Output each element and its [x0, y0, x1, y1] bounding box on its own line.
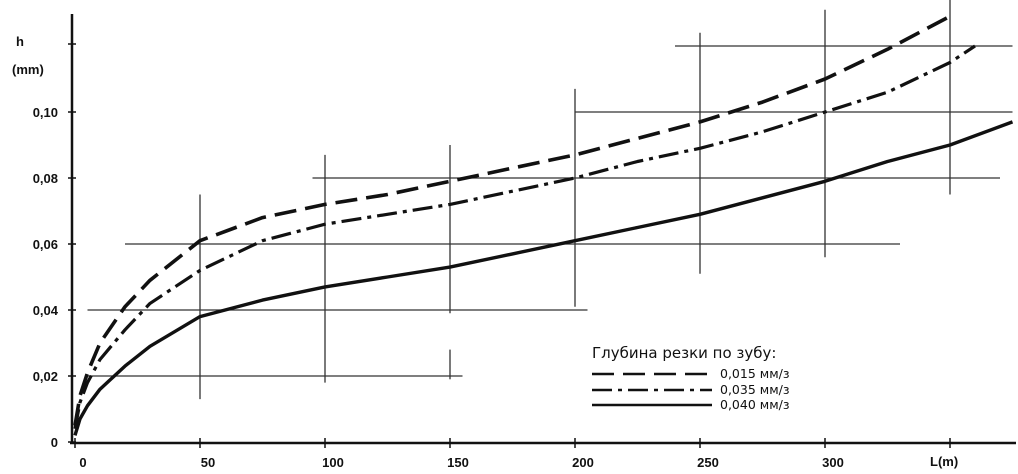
- legend-title: Глубина резки по зубу:: [592, 344, 776, 362]
- x-tick-label: 300: [822, 455, 844, 470]
- legend-label-3: 0,040 мм/з: [720, 397, 789, 412]
- x-tick-label: 200: [572, 455, 594, 470]
- x-axis-label: L(m): [930, 454, 958, 469]
- curves: [73, 14, 1014, 436]
- y-tick-label: 0,02: [33, 369, 58, 384]
- series-line-2: [73, 44, 976, 430]
- series-line-1: [73, 14, 951, 426]
- legend-label-2: 0,035 мм/з: [720, 382, 789, 397]
- grid: [87, 0, 1013, 400]
- y-tick-label: 0,04: [33, 303, 59, 318]
- y-axis-unit: (mm): [12, 62, 44, 77]
- y-tick-label: 0: [51, 435, 58, 450]
- series-line-3: [73, 120, 1014, 436]
- legend: Глубина резки по зубу: 0,015 мм/з0,035 м…: [592, 344, 789, 412]
- x-tick-label: 150: [447, 455, 469, 470]
- x-tick-label: 250: [697, 455, 719, 470]
- x-tick-label: 100: [322, 455, 344, 470]
- y-tick-label: 0,06: [33, 237, 58, 252]
- y-tick-label: 0,08: [33, 171, 58, 186]
- legend-label-1: 0,015 мм/з: [720, 366, 789, 381]
- axes: [68, 14, 1016, 448]
- tick-labels: 0 0,02 0,04 0,06 0,08 0,10 0 50 100 150 200 250 300: [33, 105, 844, 470]
- y-tick-label: 0,10: [33, 105, 58, 120]
- x-tick-label: 0: [79, 455, 86, 470]
- y-axis-label: h: [16, 34, 24, 49]
- x-tick-label: 50: [201, 455, 215, 470]
